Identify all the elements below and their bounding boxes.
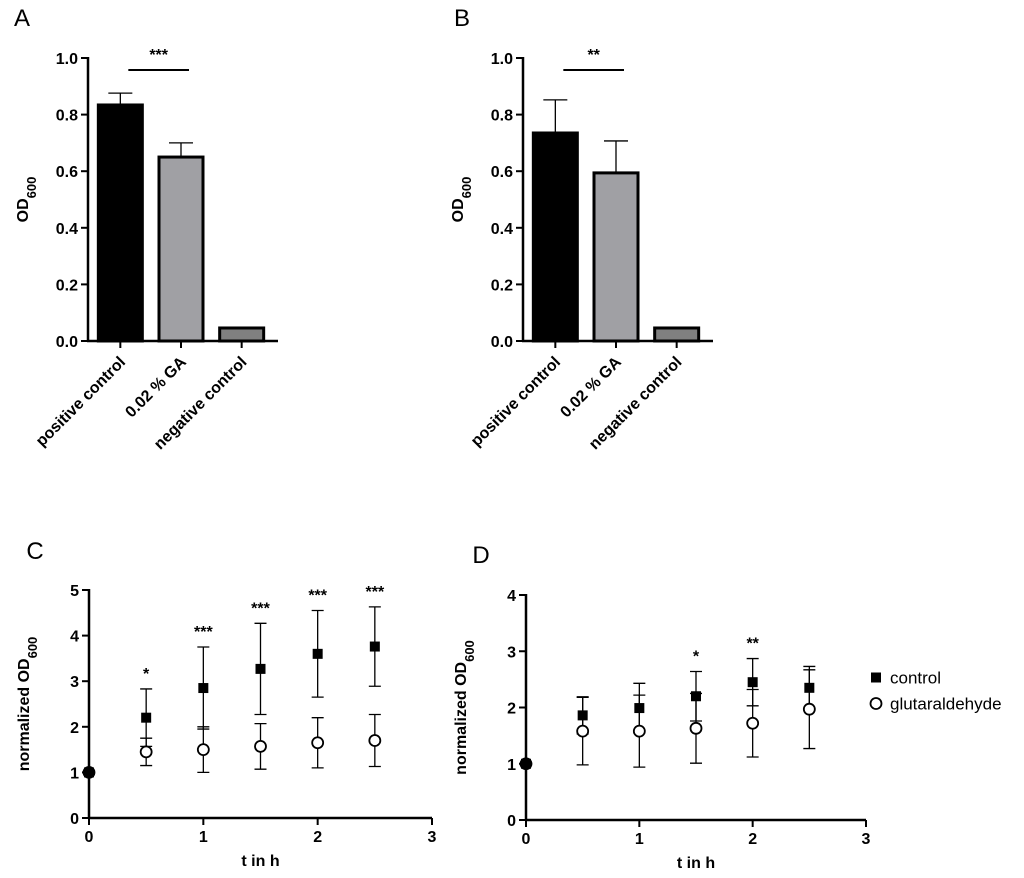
bar [653, 326, 701, 343]
y-tick-label: 0.4 [56, 221, 78, 238]
panel-label: D [472, 542, 489, 569]
point [312, 648, 323, 659]
error-bar [604, 140, 628, 173]
y-tick-label: 5 [70, 583, 79, 600]
y-tick-label: 0.0 [491, 334, 513, 351]
y-axis-label: normalized OD600 [16, 637, 40, 772]
point [521, 758, 531, 769]
x-axis-label: t in h [241, 853, 279, 870]
x-tick-label: 0 [522, 831, 531, 848]
panel-label: B [454, 5, 470, 32]
y-axis-label-main: OD [450, 198, 467, 222]
y-tick-label: 0.2 [56, 277, 78, 294]
point [255, 663, 266, 674]
y-tick-label: 3 [507, 644, 516, 661]
point [747, 677, 758, 688]
point [802, 702, 816, 716]
panel-label: A [14, 5, 30, 32]
y-tick-label: 0.2 [491, 277, 513, 294]
legend-marker [869, 697, 883, 710]
y-axis-label-main: normalized OD [16, 658, 33, 771]
y-tick-label: 0 [507, 813, 516, 830]
x-tick-label: positive control [468, 354, 564, 450]
point [632, 724, 646, 738]
error-bar [108, 92, 133, 105]
x-tick-label: 3 [428, 829, 437, 846]
point [804, 682, 815, 693]
bar [96, 103, 144, 343]
y-tick-label: 0.0 [56, 334, 78, 351]
x-tick-label: 3 [862, 831, 871, 848]
point [311, 736, 325, 750]
y-tick-label: 1 [507, 757, 516, 774]
x-axis-label: t in h [677, 855, 715, 872]
bar [531, 131, 579, 343]
significance-label: * [693, 649, 700, 666]
y-tick-label: 0.8 [491, 108, 513, 125]
point [689, 721, 703, 735]
point [369, 641, 380, 652]
point [198, 683, 209, 694]
panel-label: C [26, 538, 43, 565]
y-axis-label: normalized OD600 [453, 640, 477, 775]
error-bar [169, 142, 193, 158]
y-axis-label-main: normalized OD [453, 662, 470, 775]
point [691, 691, 701, 702]
y-axis-label-main: OD [15, 198, 32, 222]
point [746, 716, 760, 730]
point [634, 703, 645, 714]
x-tick-label: 0 [85, 829, 94, 846]
x-tick-label: positive control [33, 354, 129, 450]
y-axis-label: OD600 [15, 177, 39, 223]
y-tick-label: 2 [507, 701, 516, 718]
y-tick-label: 0.6 [491, 164, 513, 181]
y-tick-label: 0 [70, 811, 79, 828]
x-tick-label: 2 [748, 831, 757, 848]
point [577, 710, 588, 721]
point [196, 743, 210, 756]
y-axis-label-sub: 600 [462, 640, 477, 662]
y-tick-label: 1.0 [56, 51, 78, 68]
bar [592, 171, 640, 343]
point [84, 767, 94, 778]
legend-label: control [890, 669, 941, 688]
y-tick-label: 4 [507, 588, 516, 605]
y-axis-label-sub: 600 [459, 177, 474, 199]
y-axis-label-sub: 600 [24, 177, 39, 199]
significance-label: *** [365, 584, 384, 601]
y-tick-label: 0.4 [491, 221, 513, 238]
legend-marker [871, 672, 881, 683]
significance-label: ** [587, 47, 600, 64]
y-tick-label: 1 [70, 765, 79, 782]
significance-label: ** [746, 636, 759, 653]
y-tick-label: 2 [70, 720, 79, 737]
y-axis-label-sub: 600 [25, 637, 40, 659]
legend-label: glutaraldehyde [890, 695, 1002, 714]
significance-label: *** [194, 624, 213, 641]
y-tick-label: 0.8 [56, 108, 78, 125]
significance-label: *** [308, 588, 327, 605]
x-tick-label: 2 [313, 829, 322, 846]
point [139, 745, 153, 759]
y-tick-label: 3 [70, 674, 79, 691]
y-tick-label: 4 [70, 629, 79, 646]
point [576, 724, 590, 738]
x-tick-label: 1 [199, 829, 208, 846]
y-axis-label: OD600 [450, 177, 474, 223]
point [141, 712, 152, 723]
bar [218, 326, 266, 343]
point [368, 734, 382, 747]
bar [157, 155, 205, 343]
point [254, 740, 267, 753]
significance-label: *** [251, 600, 270, 617]
significance-label: *** [149, 47, 168, 64]
y-tick-label: 1.0 [491, 51, 513, 68]
error-bar [543, 99, 568, 133]
y-tick-label: 0.6 [56, 164, 78, 181]
x-tick-label: 1 [635, 831, 644, 848]
significance-label: * [143, 666, 150, 683]
